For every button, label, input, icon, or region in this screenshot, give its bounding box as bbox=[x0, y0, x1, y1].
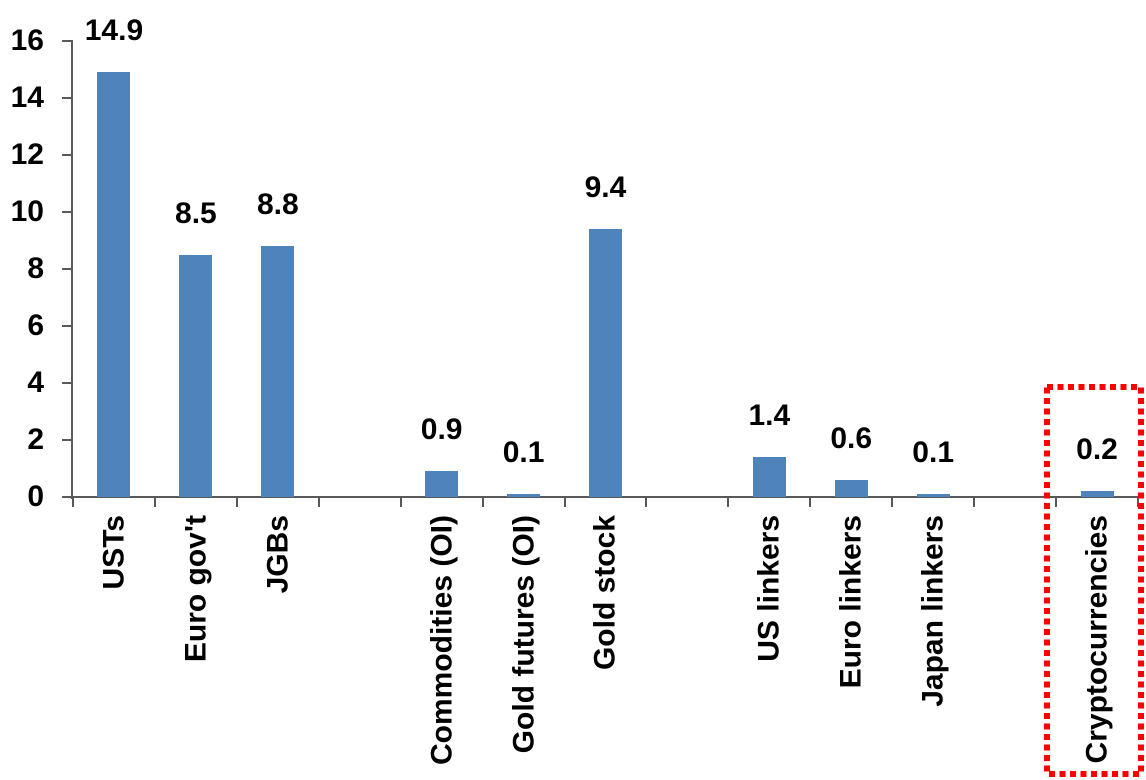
x-axis-tick bbox=[891, 497, 894, 507]
value-label-jgbs: 8.8 bbox=[256, 188, 299, 222]
x-axis-tick bbox=[809, 497, 812, 507]
x-axis-tick bbox=[481, 497, 484, 507]
x-axis-tick bbox=[317, 497, 320, 507]
x-axis-tick bbox=[727, 497, 730, 507]
y-axis-tick bbox=[62, 496, 73, 498]
bar-gold-futures-oi bbox=[507, 494, 541, 497]
value-label-gold-futures-oi: 0.1 bbox=[502, 436, 545, 470]
value-label-usts: 14.9 bbox=[84, 14, 144, 48]
y-axis-tick bbox=[62, 40, 73, 42]
x-axis-tick bbox=[1136, 497, 1139, 507]
y-axis-tick-label: 0 bbox=[27, 480, 44, 513]
y-axis-tick bbox=[62, 325, 73, 327]
category-label-euro-linkers: Euro linkers bbox=[834, 515, 868, 689]
x-axis-tick bbox=[1055, 497, 1058, 507]
value-label-gold-stock: 9.4 bbox=[584, 171, 627, 205]
category-label-jgbs: JGBs bbox=[261, 515, 295, 594]
x-axis-tick bbox=[973, 497, 976, 507]
y-axis-tick-label: 4 bbox=[27, 366, 44, 399]
y-axis-tick bbox=[62, 97, 73, 99]
category-label-gold-futures-oi: Gold futures (OI) bbox=[507, 515, 541, 754]
category-label-us-linkers: US linkers bbox=[752, 515, 786, 662]
y-axis-tick-label: 14 bbox=[10, 81, 44, 114]
x-axis-tick bbox=[645, 497, 648, 507]
highlight-box-cryptocurrencies bbox=[1044, 384, 1144, 777]
bar-euro-gov-t bbox=[179, 254, 213, 497]
x-axis-tick bbox=[563, 497, 566, 507]
y-axis-tick bbox=[62, 439, 73, 441]
y-axis-tick bbox=[62, 382, 73, 384]
bar-us-linkers bbox=[752, 457, 786, 497]
bar-jgbs bbox=[261, 246, 295, 497]
x-axis-tick bbox=[153, 497, 156, 507]
y-axis-tick bbox=[62, 211, 73, 213]
bar-euro-linkers bbox=[834, 479, 868, 497]
bar-usts bbox=[97, 72, 131, 497]
bar-gold-stock bbox=[588, 229, 622, 497]
value-label-commodities-oi: 0.9 bbox=[420, 413, 463, 447]
bar-japan-linkers bbox=[916, 494, 950, 497]
category-label-usts: USTs bbox=[97, 515, 131, 590]
value-label-us-linkers: 1.4 bbox=[748, 399, 791, 433]
bar-commodities-oi bbox=[425, 471, 459, 497]
x-axis-tick bbox=[72, 497, 74, 507]
y-axis-tick bbox=[62, 154, 73, 156]
y-axis-tick-label: 6 bbox=[27, 309, 44, 342]
x-axis-tick bbox=[399, 497, 402, 507]
category-label-euro-gov-t: Euro gov't bbox=[179, 515, 213, 663]
y-axis-tick bbox=[62, 268, 73, 270]
value-label-euro-gov-t: 8.5 bbox=[175, 196, 217, 230]
x-axis-tick bbox=[235, 497, 238, 507]
y-axis-tick-label: 8 bbox=[27, 252, 44, 285]
y-axis-tick-label: 2 bbox=[27, 423, 44, 456]
value-label-cryptocurrencies: 0.2 bbox=[1076, 433, 1118, 467]
value-label-japan-linkers: 0.1 bbox=[912, 436, 955, 470]
y-axis-tick-label: 16 bbox=[10, 24, 44, 57]
y-axis-tick-label: 12 bbox=[10, 138, 44, 171]
y-axis-tick-label: 10 bbox=[10, 195, 44, 228]
category-label-commodities-oi: Commodities (OI) bbox=[425, 515, 459, 766]
value-label-euro-linkers: 0.6 bbox=[830, 421, 873, 455]
category-label-japan-linkers: Japan linkers bbox=[916, 515, 950, 707]
x-axis bbox=[73, 496, 1138, 498]
bar-cryptocurrencies bbox=[1080, 491, 1114, 497]
category-label-gold-stock: Gold stock bbox=[588, 515, 622, 671]
y-axis bbox=[71, 41, 73, 499]
